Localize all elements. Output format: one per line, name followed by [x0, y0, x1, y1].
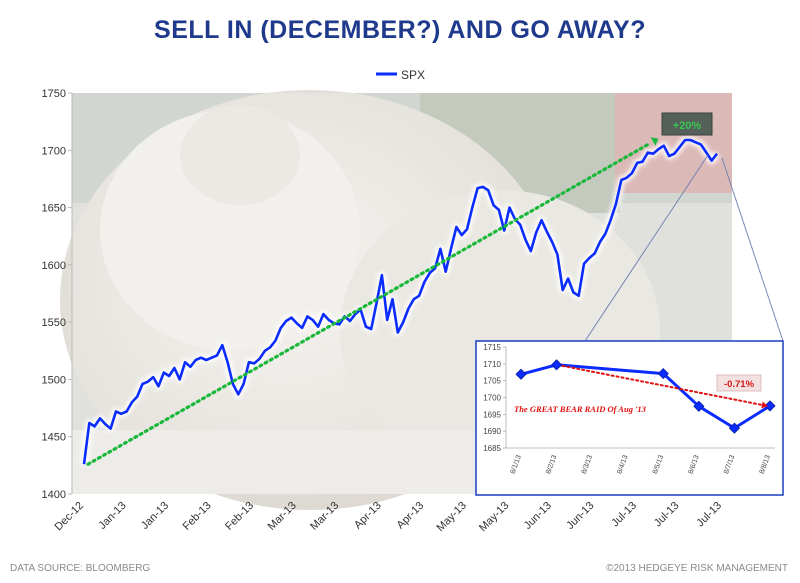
inset-decline-arrowhead — [761, 401, 768, 409]
inset-chart — [475, 340, 784, 496]
inset-y-tick-label: 1685 — [483, 444, 501, 453]
spx-line — [82, 138, 719, 465]
y-tick-label: 1450 — [42, 432, 66, 444]
y-tick-label: 1700 — [42, 145, 66, 157]
x-tick-label: May-13 — [477, 500, 511, 534]
x-tick-label: Dec-12 — [53, 500, 87, 534]
chart-title: SELL IN (DECEMBER?) AND GO AWAY? — [154, 16, 646, 44]
data-source-note: DATA SOURCE: BLOOMBERG — [10, 563, 151, 574]
y-tick-label: 1650 — [42, 203, 66, 215]
x-tick-label: Jan-13 — [139, 500, 171, 532]
inset-y-tick-label: 1715 — [483, 343, 501, 352]
main-series: +20% — [80, 112, 721, 466]
x-tick-label: Jul-13 — [609, 500, 639, 530]
x-tick-label: Jun-13 — [522, 500, 554, 532]
inset-y-tick-label: 1700 — [483, 394, 501, 403]
inset-point — [551, 359, 563, 371]
x-tick-label: Apr-13 — [395, 500, 427, 532]
x-tick-label: Feb-13 — [181, 500, 214, 533]
x-tick-label: Jul-13 — [694, 500, 724, 530]
annotation-up: +20% — [661, 112, 713, 136]
y-tick-label: 1550 — [42, 317, 66, 329]
y-tick-label: 1600 — [42, 260, 66, 272]
inset-point — [728, 422, 740, 434]
inset-title: The GREAT BEAR RAID Of Aug '13 — [514, 404, 647, 414]
inset-series: -0.71% The GREAT BEAR RAID Of Aug '13 — [514, 359, 776, 434]
legend: SPX — [376, 68, 425, 82]
annotation-up-label: +20% — [673, 120, 702, 132]
x-tick-label: May-13 — [434, 500, 468, 534]
inset-y-tick-label: 1710 — [483, 360, 501, 369]
inset-point — [693, 400, 705, 412]
inset-point — [515, 368, 527, 380]
inset-point — [657, 368, 669, 380]
zoom-connector-left — [584, 154, 709, 342]
inset-decline-line — [561, 364, 763, 406]
annotation-down-label: -0.71% — [724, 379, 755, 390]
annotation-down: -0.71% — [716, 374, 762, 392]
y-tick-label: 1750 — [42, 88, 66, 100]
inset-y-tick-label: 1695 — [483, 410, 501, 419]
x-tick-label: Jun-13 — [564, 500, 596, 532]
legend-label-spx: SPX — [401, 68, 425, 82]
y-tick-label: 1400 — [42, 489, 66, 501]
y-tick-label: 1500 — [42, 374, 66, 386]
trend-line — [86, 142, 650, 466]
trend-arrowhead — [650, 137, 659, 146]
x-tick-label: Feb-13 — [223, 500, 256, 533]
copyright-note: ©2013 HEDGEYE RISK MANAGEMENT — [606, 563, 788, 574]
inset-point — [764, 400, 776, 412]
inset-y-tick-label: 1690 — [483, 427, 501, 436]
x-tick-label: Jan-13 — [96, 500, 128, 532]
x-tick-label: Jul-13 — [652, 500, 682, 530]
zoom-connector-right — [721, 157, 784, 342]
inset-y-tick-label: 1705 — [483, 377, 501, 386]
